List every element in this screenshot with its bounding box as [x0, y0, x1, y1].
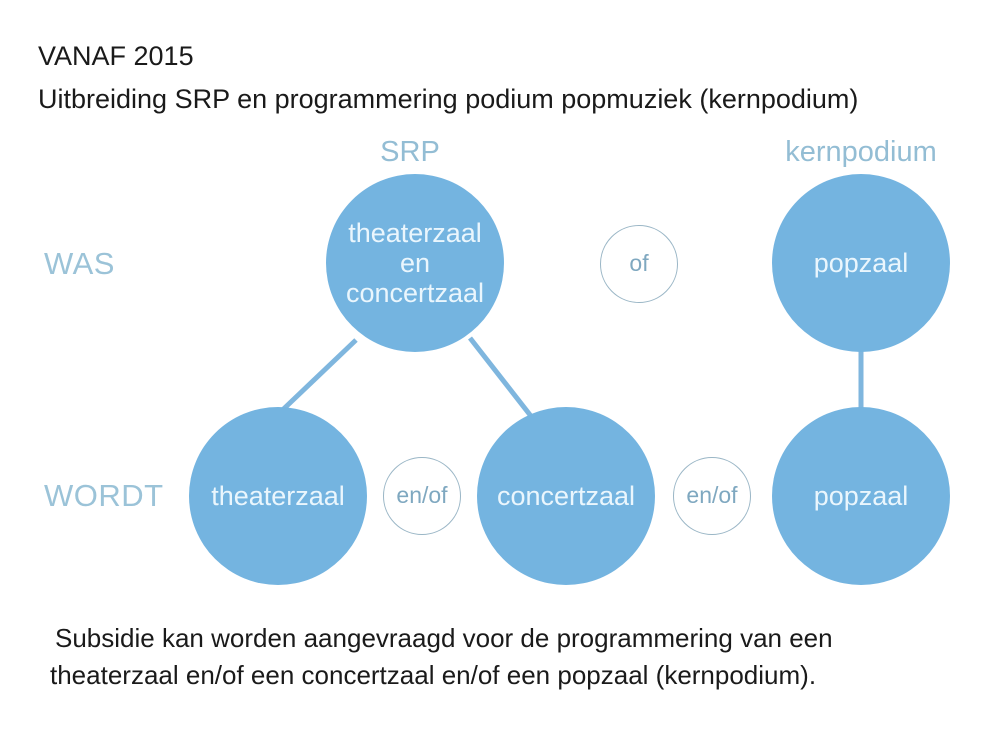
footer-line-2: theaterzaal en/of een concertzaal en/of …	[50, 659, 817, 690]
node-srp-label: theaterzaal en concertzaal	[346, 218, 484, 309]
node-concertzaal-label: concertzaal	[496, 480, 636, 511]
heading-line-1: VANAF 2015	[38, 41, 194, 71]
group-caption-kernpodium: kernpodium	[785, 136, 937, 168]
footer-caption: Subsidie kan worden aangevraagd voor de …	[50, 620, 950, 694]
heading-line-2: Uitbreiding SRP en programmering podium …	[38, 83, 859, 114]
footer-line-1: Subsidie kan worden aangevraagd voor de …	[55, 623, 833, 653]
row-label-wordt: WORDT	[44, 478, 164, 513]
node-srp-label-line1: theaterzaal	[348, 217, 482, 248]
node-popzaal-top-label: popzaal	[813, 247, 909, 278]
node-srp-theaterzaal-en-concertzaal[interactable]: theaterzaal en concertzaal	[326, 174, 504, 352]
group-caption-srp: SRP	[380, 136, 440, 168]
node-concertzaal[interactable]: concertzaal	[477, 407, 655, 585]
node-connector-enof-left[interactable]: en/of	[383, 457, 461, 535]
heading-block: VANAF 2015 Uitbreiding SRP en programmer…	[38, 40, 958, 117]
node-popzaal-top[interactable]: popzaal	[772, 174, 950, 352]
node-popzaal-bottom-label: popzaal	[813, 480, 909, 511]
node-theaterzaal[interactable]: theaterzaal	[189, 407, 367, 585]
node-srp-label-line3: concertzaal	[345, 278, 485, 309]
node-connector-of[interactable]: of	[600, 225, 678, 303]
row-label-was: WAS	[44, 246, 115, 281]
node-enof-right-label: en/of	[686, 482, 738, 509]
node-popzaal-bottom[interactable]: popzaal	[772, 407, 950, 585]
node-theaterzaal-label: theaterzaal	[211, 480, 345, 511]
node-srp-label-line2: en	[399, 247, 431, 278]
node-enof-left-label: en/of	[396, 482, 448, 509]
node-connector-enof-right[interactable]: en/of	[673, 457, 751, 535]
node-of-label: of	[629, 250, 649, 277]
connector-srp-to-concertzaal	[468, 336, 536, 422]
